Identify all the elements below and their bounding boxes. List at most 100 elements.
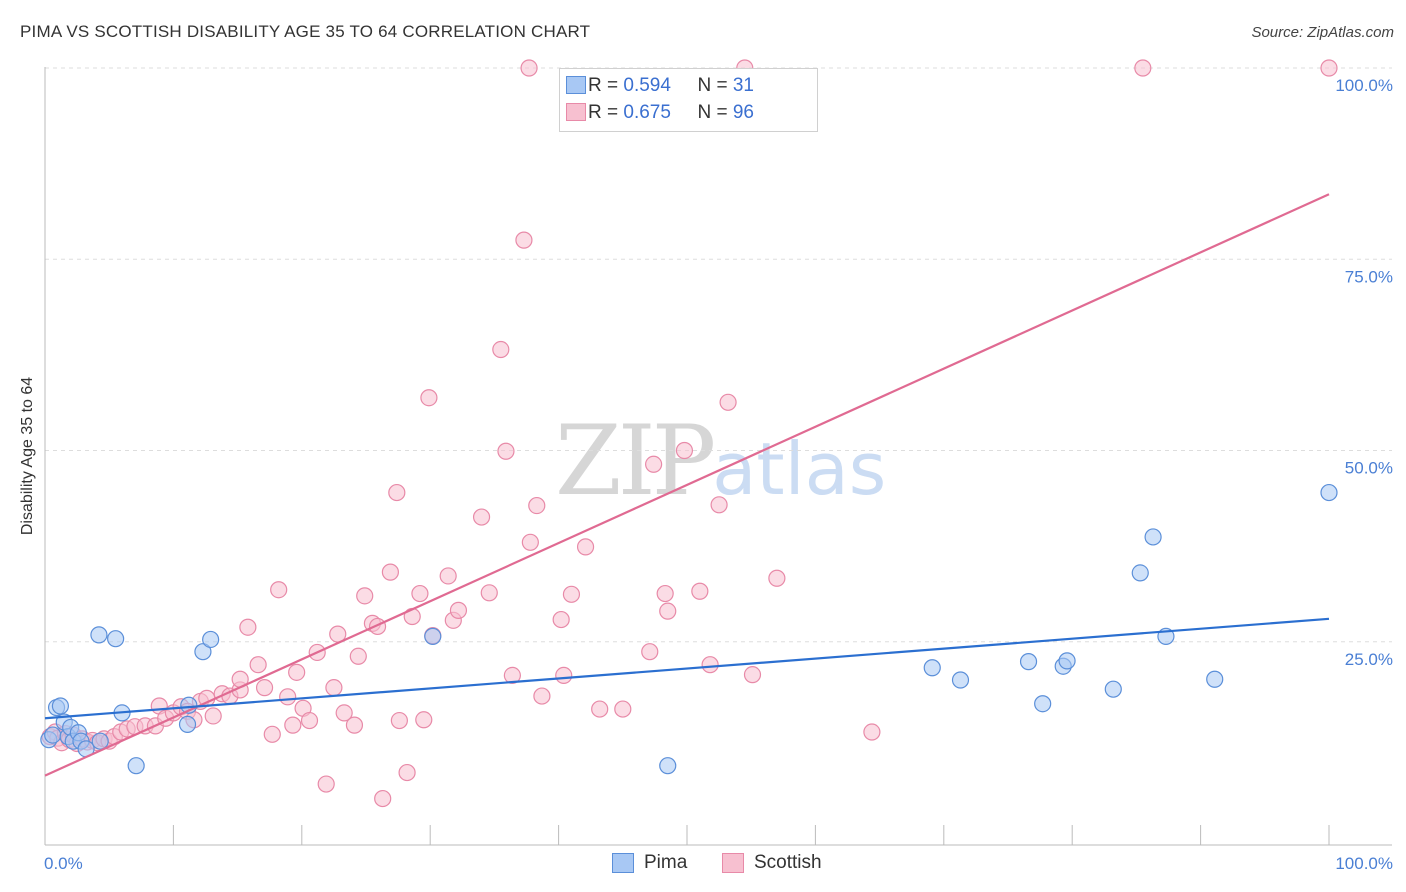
scottish-point-60[interactable] bbox=[415, 711, 433, 729]
scottish-point-53[interactable] bbox=[374, 789, 392, 808]
scottish-point-91[interactable] bbox=[768, 569, 786, 587]
scottish-r-value: 0.675 bbox=[623, 102, 671, 123]
y-tick-label-100: 100.0% bbox=[1335, 76, 1393, 95]
scottish-point-83[interactable] bbox=[656, 584, 674, 603]
scottish-point-61[interactable] bbox=[420, 389, 438, 407]
scottish-point-54[interactable] bbox=[381, 563, 399, 581]
scottish-point-28[interactable] bbox=[204, 707, 222, 725]
pima-r-label: R = bbox=[588, 75, 624, 96]
scottish-point-90[interactable] bbox=[743, 666, 762, 684]
scottish-point-67[interactable] bbox=[480, 584, 498, 602]
scottish-point-35[interactable] bbox=[255, 679, 274, 697]
scottish-legend-swatch bbox=[722, 853, 744, 873]
pima-swatch bbox=[566, 76, 586, 94]
pima-point-3[interactable] bbox=[51, 697, 70, 715]
scottish-point-75[interactable] bbox=[552, 610, 570, 629]
scottish-point-93[interactable] bbox=[520, 59, 538, 77]
scottish-point-55[interactable] bbox=[388, 483, 406, 502]
x-tick-label-0: 0.0% bbox=[44, 854, 83, 873]
pima-point-13[interactable] bbox=[107, 630, 125, 648]
scottish-point-80[interactable] bbox=[614, 700, 632, 718]
scottish-point-72[interactable] bbox=[521, 533, 539, 551]
scottish-point-71[interactable] bbox=[515, 231, 533, 249]
scottish-point-33[interactable] bbox=[239, 618, 257, 636]
y-tick-label-75: 75.0% bbox=[1345, 267, 1393, 286]
scottish-point-79[interactable] bbox=[591, 700, 609, 718]
scottish-point-49[interactable] bbox=[349, 647, 367, 665]
scottish-point-69[interactable] bbox=[497, 442, 515, 460]
scottish-point-68[interactable] bbox=[492, 340, 510, 359]
scottish-point-56[interactable] bbox=[390, 711, 408, 730]
x-ticks bbox=[44, 825, 1330, 845]
scottish-point-47[interactable] bbox=[335, 704, 353, 722]
pima-point-20[interactable] bbox=[424, 627, 442, 645]
scottish-point-44[interactable] bbox=[317, 775, 335, 793]
pima-point-32[interactable] bbox=[1206, 670, 1224, 688]
scottish-point-38[interactable] bbox=[279, 688, 297, 706]
pima-point-29[interactable] bbox=[1131, 564, 1149, 582]
scottish-point-73[interactable] bbox=[528, 496, 546, 515]
pima-point-15[interactable] bbox=[127, 757, 145, 775]
grid-lines bbox=[45, 67, 1392, 643]
pima-point-27[interactable] bbox=[1058, 652, 1076, 670]
axes bbox=[44, 67, 1392, 846]
scottish-swatch bbox=[566, 103, 586, 121]
scottish-point-74[interactable] bbox=[533, 687, 551, 705]
scottish-point-87[interactable] bbox=[701, 656, 719, 674]
scottish-point-95[interactable] bbox=[1134, 59, 1152, 77]
pima-point-33[interactable] bbox=[1320, 483, 1338, 502]
pima-points bbox=[40, 483, 1338, 775]
scottish-point-84[interactable] bbox=[659, 602, 677, 620]
pima-point-22[interactable] bbox=[923, 659, 941, 677]
pima-point-19[interactable] bbox=[202, 630, 220, 649]
scottish-point-50[interactable] bbox=[356, 587, 374, 605]
pima-point-12[interactable] bbox=[90, 626, 108, 644]
pima-point-28[interactable] bbox=[1104, 680, 1122, 698]
pima-n-value: 31 bbox=[732, 75, 754, 96]
scottish-point-57[interactable] bbox=[398, 763, 416, 782]
pima-point-25[interactable] bbox=[1034, 695, 1052, 713]
scottish-point-34[interactable] bbox=[249, 656, 267, 674]
pima-point-23[interactable] bbox=[951, 671, 970, 689]
scottish-point-48[interactable] bbox=[345, 716, 364, 734]
scottish-point-92[interactable] bbox=[863, 723, 881, 741]
pima-point-1[interactable] bbox=[44, 726, 62, 744]
y-tick-label-50: 50.0% bbox=[1345, 459, 1393, 478]
pima-point-24[interactable] bbox=[1019, 653, 1038, 671]
scottish-point-78[interactable] bbox=[576, 538, 595, 556]
scottish-point-88[interactable] bbox=[710, 496, 728, 514]
scottish-point-82[interactable] bbox=[645, 455, 663, 473]
pima-point-16[interactable] bbox=[178, 715, 197, 733]
scottish-point-36[interactable] bbox=[263, 725, 281, 743]
scottish-point-42[interactable] bbox=[300, 711, 319, 730]
scottish-point-86[interactable] bbox=[691, 582, 709, 600]
scottish-point-63[interactable] bbox=[439, 567, 457, 585]
scottish-point-66[interactable] bbox=[472, 508, 491, 526]
scottish-point-77[interactable] bbox=[562, 585, 581, 603]
watermark: ZIPatlas bbox=[555, 405, 886, 517]
legend-row-pima: R = 0.594 N = 31 bbox=[566, 75, 754, 99]
scottish-point-89[interactable] bbox=[719, 393, 737, 411]
scottish-point-39[interactable] bbox=[284, 716, 302, 734]
scottish-point-59[interactable] bbox=[411, 584, 429, 603]
scottish-point-45[interactable] bbox=[325, 679, 343, 697]
scottish-point-85[interactable] bbox=[675, 441, 694, 460]
pima-point-11[interactable] bbox=[91, 732, 109, 750]
scottish-point-65[interactable] bbox=[449, 601, 468, 619]
watermark-atlas: atlas bbox=[712, 427, 887, 511]
scottish-point-40[interactable] bbox=[288, 663, 306, 681]
scottish-point-70[interactable] bbox=[503, 666, 521, 685]
scottish-point-81[interactable] bbox=[641, 643, 659, 661]
pima-n-label: N = bbox=[697, 75, 733, 96]
pima-point-18[interactable] bbox=[194, 643, 212, 661]
watermark-zip: ZIP bbox=[555, 405, 716, 517]
scottish-point-76[interactable] bbox=[555, 666, 573, 685]
scottish-point-37[interactable] bbox=[270, 581, 288, 599]
pima-point-30[interactable] bbox=[1144, 528, 1162, 546]
pima-point-21[interactable] bbox=[659, 757, 677, 775]
scottish-legend-label: Scottish bbox=[754, 852, 822, 873]
x-tick-label-100: 100.0% bbox=[1335, 854, 1393, 873]
scottish-point-96[interactable] bbox=[1320, 59, 1338, 77]
y-tick-label-25: 25.0% bbox=[1345, 650, 1393, 669]
